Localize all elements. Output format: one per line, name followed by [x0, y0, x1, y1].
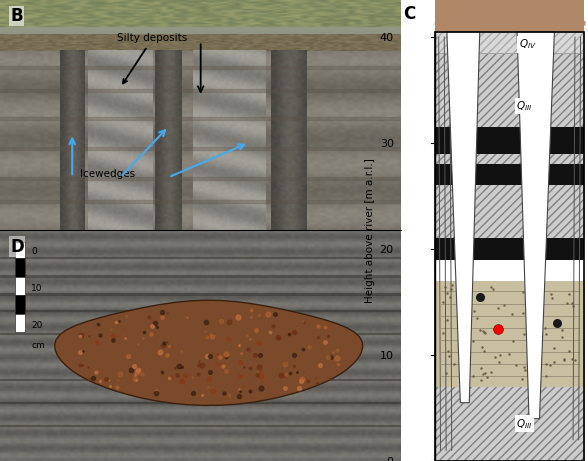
Bar: [435, 127, 584, 154]
Bar: [435, 0, 584, 32]
Bar: [15, 277, 25, 296]
Bar: [435, 281, 584, 461]
Text: cm: cm: [31, 342, 45, 350]
Bar: [0, 275, 402, 277]
Text: 10: 10: [31, 284, 42, 293]
Y-axis label: Height above river [m a.r.l.]: Height above river [m a.r.l.]: [365, 158, 375, 303]
Polygon shape: [55, 300, 363, 406]
Bar: [435, 32, 584, 53]
Text: Icewedges: Icewedges: [81, 169, 135, 179]
Text: $Q_{IV}$: $Q_{IV}$: [519, 38, 536, 52]
Bar: [0, 200, 402, 202]
Bar: [0, 257, 402, 259]
Bar: [0, 147, 402, 150]
Text: Silty deposits: Silty deposits: [118, 34, 188, 83]
Bar: [0, 66, 402, 69]
Bar: [15, 313, 25, 332]
Text: B: B: [10, 7, 23, 25]
Polygon shape: [517, 32, 554, 419]
Bar: [0, 332, 402, 334]
Polygon shape: [447, 32, 480, 403]
Bar: [435, 53, 584, 238]
Bar: [0, 177, 402, 179]
Text: 20: 20: [31, 321, 42, 330]
Bar: [0, 117, 402, 120]
Bar: [0, 425, 402, 426]
Text: 0: 0: [31, 247, 37, 256]
Bar: [0, 89, 402, 92]
Bar: [15, 259, 25, 277]
Text: $Q_{III}$: $Q_{III}$: [516, 417, 533, 431]
Text: C: C: [403, 5, 416, 23]
Bar: [435, 32, 584, 53]
Bar: [15, 242, 25, 259]
Bar: [435, 164, 584, 185]
Bar: [435, 32, 584, 461]
Bar: [435, 281, 584, 387]
Text: D: D: [10, 238, 24, 256]
Bar: [0, 294, 402, 296]
Bar: [435, 53, 584, 238]
Bar: [0, 309, 402, 311]
Bar: [0, 378, 402, 380]
Bar: [0, 402, 402, 403]
Bar: [435, 238, 584, 260]
Bar: [15, 296, 25, 313]
Bar: [435, 281, 584, 461]
Text: $Q_{III}$: $Q_{III}$: [516, 99, 533, 113]
